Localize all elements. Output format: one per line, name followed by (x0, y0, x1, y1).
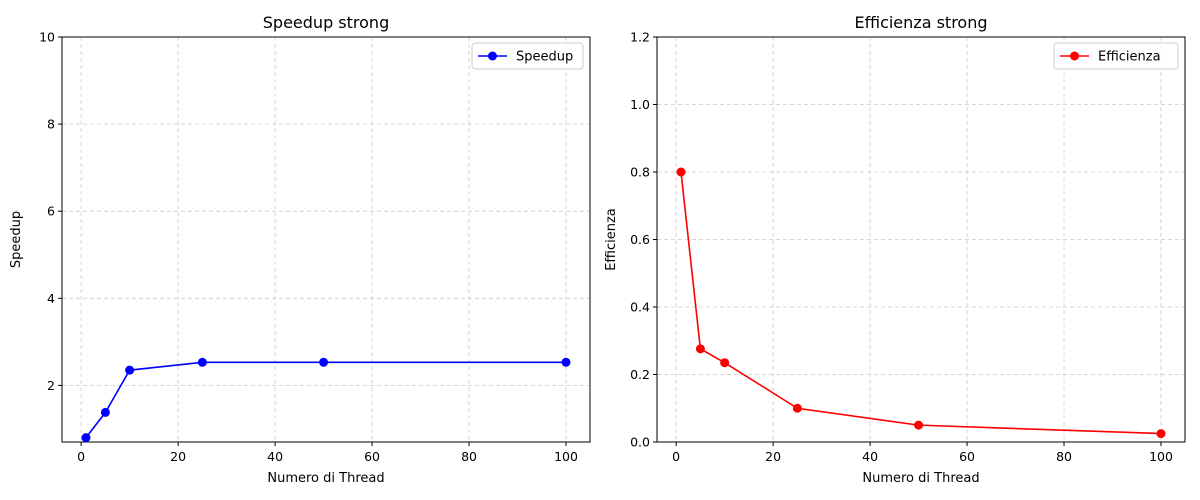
efficienza-x-tick-label: 80 (1056, 449, 1072, 464)
speedup-x-tick-label: 0 (77, 449, 85, 464)
speedup-x-tick-label: 80 (461, 449, 477, 464)
efficienza-legend-label: Efficienza (1098, 50, 1161, 65)
speedup-x-tick-label: 60 (364, 449, 380, 464)
efficienza-x-tick-label: 40 (862, 449, 878, 464)
speedup-series-line (85, 361, 566, 439)
efficienza-data-point (720, 358, 730, 368)
speedup-y-axis-label: Speedup (9, 211, 24, 268)
speedup-x-axis-label: Numero di Thread (267, 471, 384, 486)
efficienza-y-tick-label: 0.2 (630, 367, 650, 382)
efficienza-y-tick-label: 1.2 (630, 30, 650, 45)
speedup-y-tick-label: 6 (47, 204, 55, 219)
efficienza-legend-box (1053, 42, 1179, 70)
speedup-x-tick-label: 40 (267, 449, 283, 464)
speedup-data-point (197, 357, 207, 367)
speedup-legend-label: Speedup (516, 50, 573, 65)
efficienza-x-tick-label: 0 (672, 449, 680, 464)
speedup-data-point (100, 407, 110, 417)
efficienza-y-tick-label: 0.4 (630, 300, 650, 315)
speedup-chart: 0 20 40 60 80 100 2 4 6 8 10 Speedup strong Numero d… (9, 13, 591, 486)
efficienza-series-line (680, 171, 1162, 435)
efficienza-y-tick-label: 0.8 (630, 165, 650, 180)
speedup-chart-title: Speedup strong (263, 13, 389, 32)
efficienza-x-axis-label: Numero di Thread (862, 471, 979, 486)
efficienza-legend: Efficienza (1053, 42, 1179, 70)
speedup-data-point (319, 357, 329, 367)
efficienza-data-point (676, 167, 686, 177)
efficienza-data-point (792, 403, 802, 413)
efficienza-chart: 0 20 40 60 80 100 0.0 0.2 0.4 0.6 0.8 1.0 1.2 Efficie… (604, 13, 1186, 486)
efficienza-legend-marker (1070, 51, 1079, 61)
efficienza-x-tick-label: 60 (959, 449, 975, 464)
speedup-y-tick-label: 2 (47, 378, 55, 393)
efficienza-y-axis-label: Efficienza (604, 208, 619, 271)
efficienza-y-tick-label: 0.6 (630, 232, 650, 247)
efficienza-y-tick-label: 0.0 (630, 435, 650, 450)
speedup-y-tick-label: 10 (39, 30, 55, 45)
efficienza-x-tick-label: 20 (765, 449, 781, 464)
efficienza-data-point (695, 344, 705, 354)
speedup-axes-frame (61, 36, 591, 443)
speedup-y-tick-label: 4 (47, 291, 55, 306)
speedup-y-tick-label: 8 (47, 117, 55, 132)
speedup-legend: Speedup (471, 42, 584, 70)
speedup-legend-marker (488, 51, 497, 61)
speedup-x-tick-label: 20 (170, 449, 186, 464)
efficienza-x-tick-label: 100 (1149, 449, 1173, 464)
efficienza-chart-title: Efficienza strong (854, 13, 987, 32)
speedup-x-tick-label: 100 (554, 449, 578, 464)
efficienza-data-point (914, 420, 924, 430)
speedup-legend-box (471, 42, 584, 70)
speedup-data-point (561, 357, 571, 367)
speedup-data-point (81, 433, 91, 443)
efficienza-data-point (1156, 429, 1166, 439)
efficienza-y-tick-label: 1.0 (630, 97, 650, 112)
speedup-data-point (125, 365, 135, 375)
